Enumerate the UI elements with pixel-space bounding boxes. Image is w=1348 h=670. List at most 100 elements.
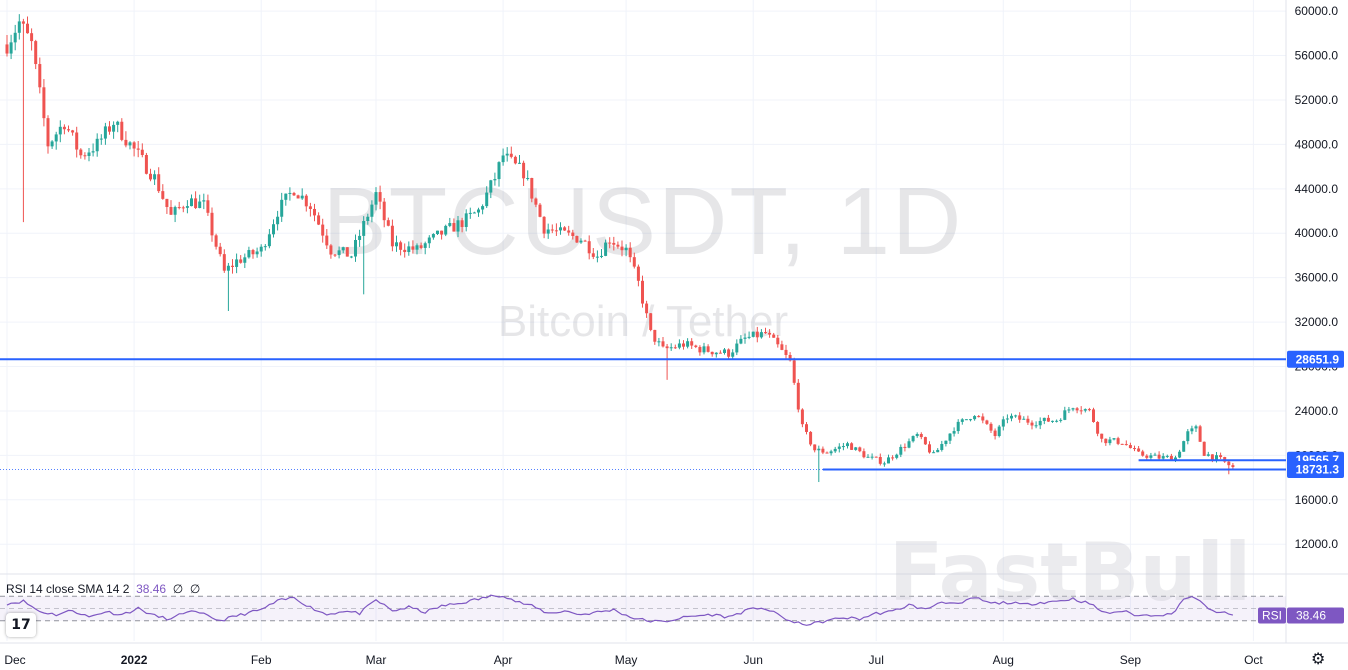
candle-body-229 — [944, 440, 948, 444]
candle-body-170 — [702, 346, 706, 353]
candle-body-63 — [263, 246, 267, 248]
candle-body-25 — [108, 126, 111, 132]
candle-body-87 — [362, 220, 366, 236]
candle-body-144 — [595, 256, 599, 258]
candle-body-207 — [854, 447, 858, 450]
candle-body-243 — [1001, 419, 1005, 427]
candle-body-64 — [267, 234, 271, 247]
candle-body-138 — [571, 232, 575, 237]
candle-body-42 — [177, 207, 181, 209]
candle-body-101 — [419, 245, 423, 248]
tradingview-logo[interactable]: 17 — [6, 613, 36, 637]
candle-body-154 — [636, 266, 640, 281]
candle-body-237 — [977, 416, 981, 418]
rsi-pane — [0, 595, 1286, 622]
candle-body-8 — [38, 64, 42, 88]
candle-body-218 — [899, 446, 903, 455]
candle-body-123 — [509, 153, 513, 157]
candle-body-60 — [251, 250, 255, 255]
candle-body-156 — [645, 303, 649, 314]
candle-body-163 — [673, 347, 677, 349]
candle-body-189 — [780, 344, 784, 350]
candle-body-201 — [829, 451, 833, 454]
candle-body-109 — [452, 223, 456, 232]
rsi-value-badge — [1287, 607, 1344, 624]
candle-body-251 — [1034, 425, 1038, 427]
candle-body-162 — [669, 347, 673, 349]
candle-body-6 — [30, 33, 34, 42]
gear-icon[interactable]: ⚙ — [1311, 649, 1326, 668]
candle-body-242 — [997, 426, 1001, 437]
candle-body-114 — [472, 212, 476, 214]
candle-body-76 — [317, 215, 321, 225]
rsi-legend[interactable]: RSI 14 close SMA 14 2 38.46 ∅ ∅ — [6, 582, 200, 596]
candle-body-188 — [776, 337, 780, 345]
candle-body-135 — [559, 227, 562, 231]
brand-watermark: FastBull — [889, 526, 1252, 619]
candle-body-108 — [448, 223, 452, 226]
candle-body-260 — [1071, 408, 1075, 410]
candle-body-196 — [809, 431, 813, 445]
candle-body-173 — [714, 352, 718, 355]
candle-body-287 — [1182, 441, 1186, 452]
candle-body-136 — [563, 227, 567, 231]
time-tick-label: Apr — [494, 653, 513, 667]
horizontal-lines[interactable] — [0, 358, 1286, 471]
time-tick-label: Mar — [366, 653, 387, 667]
candle-body-82 — [341, 247, 345, 251]
candle-body-50 — [210, 212, 214, 236]
price-tick-label: 52000.0 — [1295, 93, 1339, 107]
candle-body-90 — [374, 192, 378, 205]
candle-body-122 — [505, 153, 509, 156]
candle-body-273 — [1124, 444, 1128, 446]
candle-body-161 — [665, 346, 669, 349]
candle-body-233 — [960, 419, 964, 422]
candle-body-65 — [272, 224, 275, 235]
candle-body-204 — [841, 446, 845, 448]
candle-body-62 — [259, 246, 263, 252]
candle-body-183 — [755, 331, 759, 338]
candle-body-115 — [477, 209, 480, 213]
candles — [5, 14, 1235, 483]
candle-body-44 — [185, 206, 189, 208]
candle-body-226 — [932, 452, 936, 454]
time-tick-label: Sep — [1120, 653, 1142, 667]
candle-body-252 — [1038, 420, 1042, 426]
candle-body-73 — [304, 195, 308, 207]
candle-body-165 — [682, 343, 685, 347]
candle-body-3 — [17, 21, 21, 33]
candle-body-139 — [575, 236, 579, 243]
candle-body-172 — [710, 351, 714, 355]
candle-body-145 — [600, 255, 603, 257]
candle-body-198 — [817, 448, 821, 451]
candle-body-191 — [788, 354, 792, 361]
rsi-band-fill — [0, 596, 1286, 621]
candle-body-200 — [825, 452, 829, 454]
candle-body-61 — [255, 251, 259, 255]
rsi-line-group — [6, 594, 1234, 626]
candle-body-185 — [764, 332, 767, 334]
candle-body-164 — [677, 343, 681, 348]
candle-body-77 — [321, 224, 325, 236]
candle-body-39 — [165, 198, 169, 208]
candle-body-202 — [833, 448, 837, 452]
price-tick-label: 32000.0 — [1295, 315, 1339, 329]
candle-body-81 — [337, 250, 341, 256]
candle-body-57 — [239, 259, 243, 263]
candle-body-1 — [9, 42, 13, 54]
rsi-badge — [1258, 607, 1286, 624]
time-axis[interactable]: Dec 2022 Feb Mar Apr May Jun Jul Aug Sep Oct — [4, 653, 1263, 667]
time-tick-label: May — [615, 653, 638, 667]
price-tick-label: 16000.0 — [1295, 493, 1339, 507]
time-tick-label: Oct — [1244, 653, 1263, 667]
candle-body-169 — [698, 346, 702, 353]
candle-body-248 — [1022, 418, 1026, 420]
price-tick-label: 56000.0 — [1295, 49, 1339, 63]
candle-body-127 — [526, 177, 530, 179]
candle-body-211 — [870, 456, 874, 458]
candle-body-298 — [1227, 461, 1231, 466]
candle-body-299 — [1231, 465, 1235, 468]
candle-body-258 — [1063, 410, 1067, 420]
